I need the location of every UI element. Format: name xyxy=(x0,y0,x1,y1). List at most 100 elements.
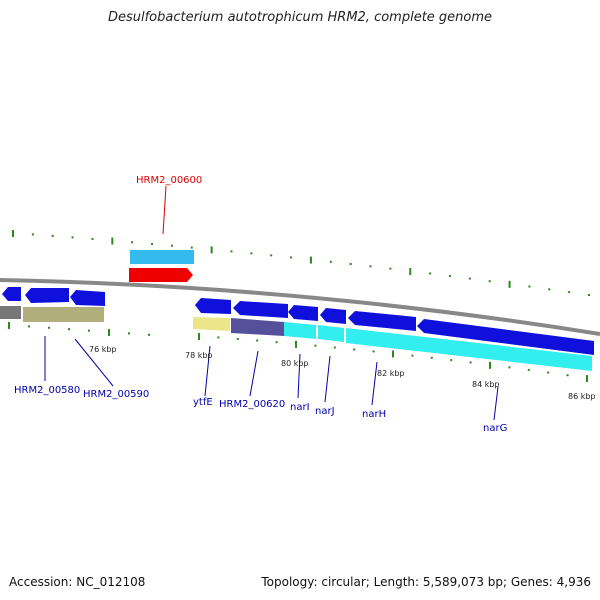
major-tick xyxy=(8,322,10,329)
minor-tick xyxy=(151,242,154,245)
minor-tick xyxy=(31,233,34,236)
connector-narJ xyxy=(324,355,331,403)
gene-arrow-left-3[interactable] xyxy=(70,290,105,306)
major-tick xyxy=(198,333,200,340)
gene-arrow-HRM2_00620[interactable] xyxy=(233,301,288,318)
gene-arrow-narH[interactable] xyxy=(348,311,416,331)
major-tick xyxy=(586,375,588,382)
minor-tick xyxy=(369,265,372,268)
major-tick xyxy=(210,246,213,254)
gene-labels: HRM2_00600 HRM2_00580 HRM2_00590 ytfE HR… xyxy=(14,175,507,434)
minor-tick xyxy=(275,341,278,344)
minor-tick xyxy=(389,267,392,270)
minor-tick xyxy=(48,326,50,329)
minor-tick xyxy=(527,368,530,371)
scale-label-86kbp: 86 kbp xyxy=(568,392,596,401)
scale-labels: 76 kbp 78 kbp 80 kbp 82 kbp 84 kbp 86 kb… xyxy=(89,345,596,401)
minor-tick xyxy=(568,291,571,294)
gene-label-HRM2_00620[interactable]: HRM2_00620 xyxy=(219,399,285,410)
connector-HRM2_00620 xyxy=(249,350,259,397)
gene-arrow-narI[interactable] xyxy=(288,305,318,321)
gene-label-narI[interactable]: narI xyxy=(290,402,310,413)
minor-tick xyxy=(71,236,74,239)
major-tick xyxy=(108,329,110,336)
minor-tick xyxy=(270,254,273,257)
inner-tick-row xyxy=(8,322,588,382)
minor-tick xyxy=(131,241,134,244)
connector-narH xyxy=(371,361,378,406)
minor-tick xyxy=(430,356,433,359)
gene-arrow-ytfE[interactable] xyxy=(195,298,231,314)
minor-tick xyxy=(230,250,233,253)
gene-arrow-narG[interactable] xyxy=(417,319,594,355)
gene-label-narH[interactable]: narH xyxy=(362,409,386,420)
gene-label-HRM2_00600[interactable]: HRM2_00600 xyxy=(136,175,202,186)
minor-tick xyxy=(508,366,511,369)
minor-tick xyxy=(28,325,30,328)
minor-tick xyxy=(469,361,472,364)
minor-tick xyxy=(329,260,332,263)
highlight-cds-bar[interactable] xyxy=(130,250,194,264)
minor-tick xyxy=(588,294,590,296)
outer-tick-row xyxy=(12,230,590,296)
connector-HRM2_00590 xyxy=(74,338,114,387)
major-tick xyxy=(489,361,491,369)
cds-bar-narH-narG[interactable] xyxy=(346,328,592,371)
gene-label-HRM2_00590[interactable]: HRM2_00590 xyxy=(83,389,149,400)
major-tick xyxy=(392,350,394,358)
cds-bar-olive[interactable] xyxy=(23,307,104,322)
minor-tick xyxy=(547,371,550,374)
gene-label-HRM2_00580[interactable]: HRM2_00580 xyxy=(14,385,80,396)
minor-tick xyxy=(566,374,569,377)
major-tick xyxy=(409,268,412,276)
genome-summary-text: Topology: circular; Length: 5,589,073 bp… xyxy=(261,575,591,589)
cds-bar-narI[interactable] xyxy=(284,322,316,339)
minor-tick xyxy=(128,332,130,335)
gene-label-ytfE[interactable]: ytfE xyxy=(193,397,213,408)
gene-label-narG[interactable]: narG xyxy=(483,423,507,434)
minor-tick xyxy=(372,350,375,353)
gene-arrow-left-2[interactable] xyxy=(25,288,69,303)
minor-tick xyxy=(217,336,220,339)
minor-tick xyxy=(250,252,253,255)
minor-tick xyxy=(51,234,54,237)
minor-tick xyxy=(314,344,317,347)
minor-tick xyxy=(548,288,551,291)
cds-bar-gray[interactable] xyxy=(0,306,21,319)
major-tick xyxy=(508,280,511,288)
minor-tick xyxy=(468,277,471,280)
major-tick xyxy=(12,230,14,237)
minor-tick xyxy=(236,337,239,340)
scale-label-80kbp: 80 kbp xyxy=(281,359,309,368)
minor-tick xyxy=(488,280,491,283)
accession-text: Accession: NC_012108 xyxy=(9,575,146,589)
minor-tick xyxy=(411,354,414,357)
minor-tick xyxy=(429,272,432,275)
gene-label-narJ[interactable]: narJ xyxy=(315,406,335,417)
connector-narG xyxy=(493,386,499,421)
minor-tick xyxy=(68,328,70,331)
major-tick xyxy=(309,256,312,264)
minor-tick xyxy=(148,333,150,336)
minor-tick xyxy=(88,329,90,332)
major-tick xyxy=(295,340,297,348)
highlight-gene-arrow[interactable] xyxy=(129,268,193,282)
scale-label-78kbp: 78 kbp xyxy=(185,351,213,360)
genome-backbone xyxy=(0,278,600,336)
gene-arrow-left-1[interactable] xyxy=(2,287,21,301)
connector-ytfE xyxy=(204,345,211,397)
minor-tick xyxy=(450,359,453,362)
minor-tick xyxy=(91,237,94,240)
cds-bar-narJ[interactable] xyxy=(318,325,344,342)
scale-label-82kbp: 82 kbp xyxy=(377,369,405,378)
gene-arrow-narJ[interactable] xyxy=(320,308,346,324)
minor-tick xyxy=(349,263,352,266)
minor-tick xyxy=(333,346,336,349)
cds-bar-ytfE[interactable] xyxy=(193,317,230,331)
cds-bar-HRM2_00620[interactable] xyxy=(231,318,284,336)
scale-label-76kbp: 76 kbp xyxy=(89,345,117,354)
minor-tick xyxy=(190,246,193,249)
minor-tick xyxy=(448,275,451,278)
connector-narI xyxy=(297,353,301,399)
